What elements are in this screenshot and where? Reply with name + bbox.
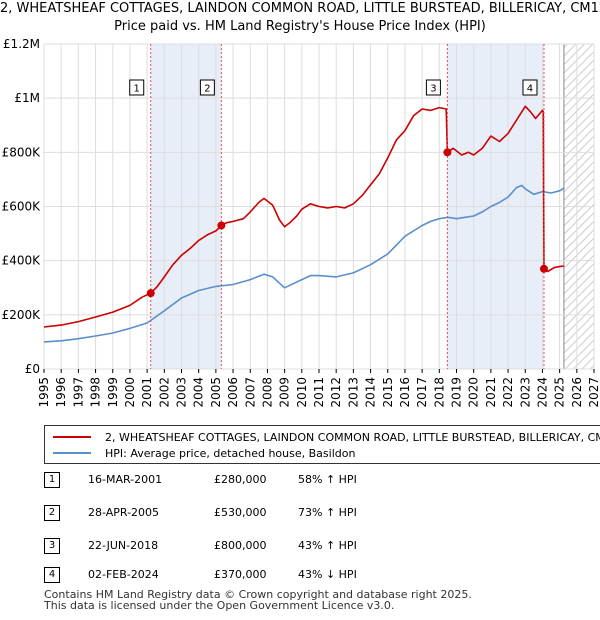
x-tick-label: 2001 xyxy=(140,377,154,408)
x-tick-label: 2009 xyxy=(278,377,292,408)
y-tick-label: £400K xyxy=(2,254,42,268)
sale-label-text: 2 xyxy=(204,84,210,95)
sale-row: 2 28-APR-2005 £530,000 73% ↑ HPI xyxy=(44,503,584,523)
sale-label-text: 3 xyxy=(430,84,436,95)
y-tick-label: £0 xyxy=(25,362,40,376)
x-tick-label: 2015 xyxy=(381,377,395,408)
x-tick-label: 2000 xyxy=(123,377,137,408)
x-tick-label: 2020 xyxy=(467,377,481,408)
sale-hpi-change: 43% ↑ HPI xyxy=(298,539,357,552)
x-tick-label: 2017 xyxy=(415,377,429,408)
x-tick-label: 2016 xyxy=(398,377,412,408)
hpi-line xyxy=(43,184,565,343)
sale-label-box xyxy=(199,79,215,96)
sale-hpi-change: 73% ↑ HPI xyxy=(298,506,357,519)
sale-label-box xyxy=(522,79,538,96)
sale-date: 16-MAR-2001 xyxy=(88,473,163,486)
sale-number-badge: 2 xyxy=(44,505,60,521)
legend-swatch-hpi xyxy=(53,452,91,454)
price-paid-line xyxy=(43,105,564,328)
x-tick-label: 2027 xyxy=(587,377,600,408)
x-tick-label: 2023 xyxy=(518,377,532,408)
sale-point xyxy=(146,289,155,298)
x-tick-label: 2010 xyxy=(295,377,309,408)
x-tick-label: 1995 xyxy=(37,377,51,408)
x-tick-label: 2006 xyxy=(226,377,240,408)
legend-item-price: 2, WHEATSHEAF COTTAGES, LAINDON COMMON R… xyxy=(53,429,600,445)
footer-attribution: Contains HM Land Registry data © Crown c… xyxy=(44,589,472,611)
sale-row: 3 22-JUN-2018 £800,000 43% ↑ HPI xyxy=(44,536,584,556)
sale-price: £800,000 xyxy=(214,539,267,552)
x-tick-label: 2013 xyxy=(346,377,360,408)
sale-point xyxy=(443,148,452,157)
sale-date: 02-FEB-2024 xyxy=(88,568,159,581)
price-chart: 1995 1996 1997 1998 1999 2000 2001 2002 2003 2004… xyxy=(2,37,600,408)
sale-label-text: 4 xyxy=(527,84,533,95)
chart-title-address: 2, WHEATSHEAF COTTAGES, LAINDON COMMON R… xyxy=(0,1,600,16)
sale-label-box xyxy=(129,79,145,96)
x-tick-label: 2024 xyxy=(535,377,549,408)
sale-number-badge: 4 xyxy=(44,567,60,583)
x-tick-label: 2025 xyxy=(553,377,567,408)
legend-swatch-price xyxy=(53,436,91,438)
x-tick-label: 1998 xyxy=(89,377,103,408)
chart-title: 2, WHEATSHEAF COTTAGES, LAINDON COMMON R… xyxy=(0,0,600,36)
sale-price: £280,000 xyxy=(214,473,267,486)
sale-date: 22-JUN-2018 xyxy=(88,539,159,552)
sale-label-text: 1 xyxy=(134,84,140,95)
sale-price: £370,000 xyxy=(214,568,267,581)
sale-row: 1 16-MAR-2001 £280,000 58% ↑ HPI xyxy=(44,470,584,490)
sale-hpi-change: 58% ↑ HPI xyxy=(298,473,357,486)
y-tick-label: £600K xyxy=(2,200,42,214)
x-tick-label: 2021 xyxy=(484,377,498,408)
y-tick-label: £1M xyxy=(14,91,40,105)
sale-label-box xyxy=(425,79,441,96)
x-tick-label: 2014 xyxy=(364,377,378,408)
footer-copyright: Contains HM Land Registry data © Crown c… xyxy=(44,588,472,601)
x-tick-label: 2012 xyxy=(329,377,343,408)
x-tick-label: 2018 xyxy=(432,377,446,408)
x-tick-label: 2007 xyxy=(243,377,257,408)
sale-point xyxy=(539,264,548,273)
sale-price: £530,000 xyxy=(214,506,267,519)
y-tick-label: £800K xyxy=(2,145,42,159)
x-tick-label: 2022 xyxy=(501,377,515,408)
x-tick-label: 2002 xyxy=(157,377,171,408)
x-tick-label: 2026 xyxy=(570,377,584,408)
chart-title-subtitle: Price paid vs. HM Land Registry's House … xyxy=(114,19,486,34)
x-tick-label: 2005 xyxy=(209,377,223,408)
sale-hpi-change: 43% ↓ HPI xyxy=(298,568,357,581)
legend-item-hpi: HPI: Average price, detached house, Basi… xyxy=(53,445,355,461)
x-tick-label: 2003 xyxy=(175,377,189,408)
sale-number-badge: 3 xyxy=(44,538,60,554)
x-tick-label: 2019 xyxy=(450,377,464,408)
sale-row: 4 02-FEB-2024 £370,000 43% ↓ HPI xyxy=(44,565,584,585)
x-tick-label: 1996 xyxy=(54,377,68,408)
sale-number-badge: 1 xyxy=(44,472,60,488)
x-tick-label: 2008 xyxy=(260,377,274,408)
x-tick-label: 2011 xyxy=(312,377,326,408)
x-tick-label: 1997 xyxy=(71,377,85,408)
sale-date: 28-APR-2005 xyxy=(88,506,160,519)
legend-label-price: 2, WHEATSHEAF COTTAGES, LAINDON COMMON R… xyxy=(105,430,600,444)
footer-licence: This data is licensed under the Open Gov… xyxy=(44,599,395,612)
chart-legend: 2, WHEATSHEAF COTTAGES, LAINDON COMMON R… xyxy=(44,425,600,464)
legend-label-hpi: HPI: Average price, detached house, Basi… xyxy=(105,446,356,460)
x-tick-label: 1999 xyxy=(106,377,120,408)
x-tick-label: 2004 xyxy=(192,377,206,408)
y-tick-label: £1.2M xyxy=(3,37,40,51)
y-tick-label: £200K xyxy=(2,308,42,322)
sale-point xyxy=(217,221,226,230)
